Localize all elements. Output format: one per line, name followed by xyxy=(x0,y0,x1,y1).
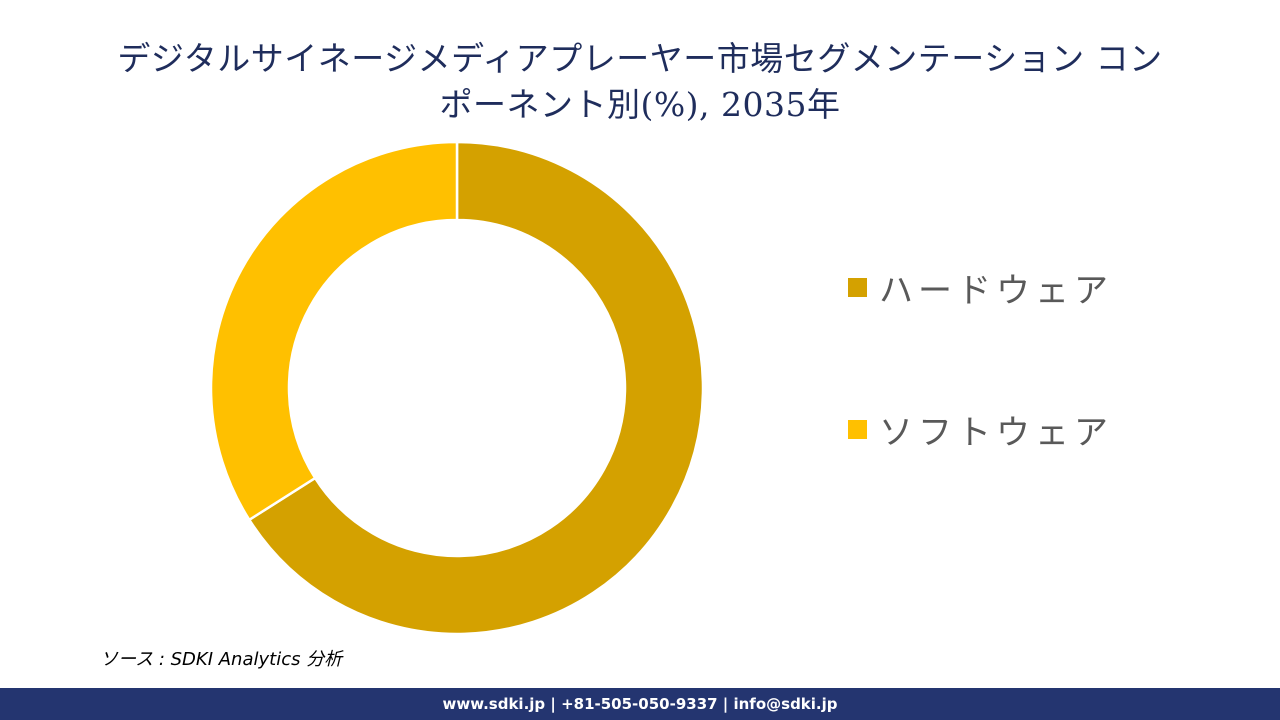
legend: ハードウェア ソフトウェア xyxy=(848,262,1113,546)
legend-item-hardware: ハードウェア xyxy=(848,262,1113,312)
chart-title: デジタルサイネージメディアプレーヤー市場セグメンテーション コン ポーネント別(… xyxy=(40,36,1240,128)
legend-item-software: ソフトウェア xyxy=(848,404,1113,454)
footer-contact-bar: www.sdki.jp | +81-505-050-9337 | info@sd… xyxy=(0,688,1280,720)
chart-title-line2: ポーネント別(%), 2035年 xyxy=(439,85,841,124)
donut-segment-software xyxy=(209,140,459,522)
legend-swatch-software xyxy=(848,419,867,439)
chart-title-line1: デジタルサイネージメディアプレーヤー市場セグメンテーション コン xyxy=(117,39,1163,78)
legend-label-software: ソフトウェア xyxy=(879,412,1113,453)
legend-label-hardware: ハードウェア xyxy=(879,270,1113,311)
donut-segments xyxy=(209,140,705,636)
donut-segment-hardware xyxy=(247,140,705,636)
legend-swatch-hardware xyxy=(848,277,867,297)
source-note: ソース : SDKI Analytics 分析 xyxy=(100,649,343,670)
